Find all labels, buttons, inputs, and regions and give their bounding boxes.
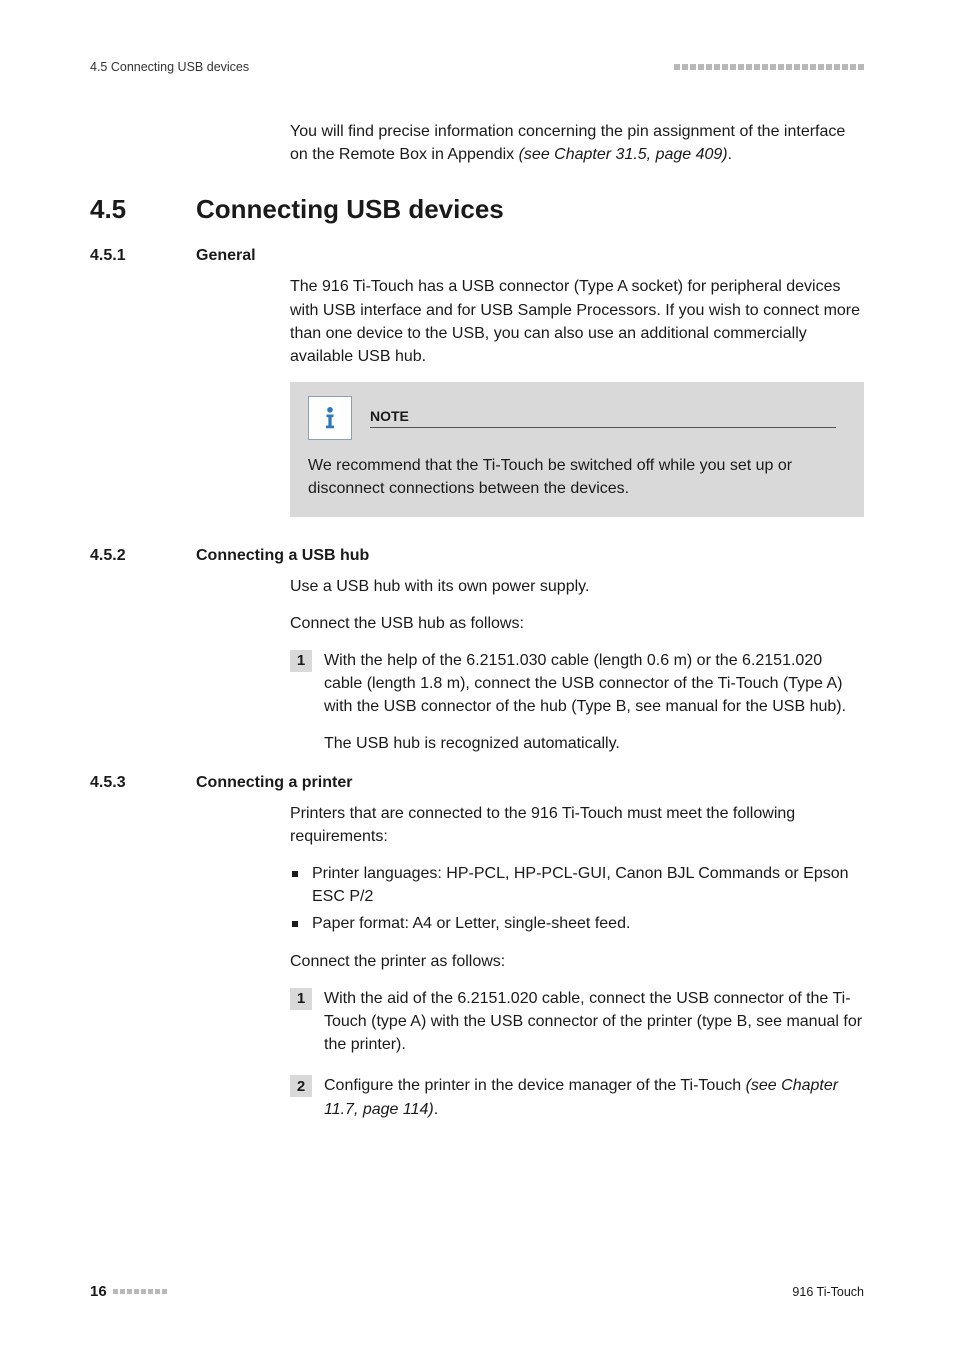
procedure-step: 1 With the aid of the 6.2151.020 cable, … (290, 987, 864, 1057)
paragraph: The 916 Ti-Touch has a USB connector (Ty… (290, 275, 864, 368)
heading-4-5-2: 4.5.2 Connecting a USB hub (90, 547, 864, 565)
note-callout: NOTE We recommend that the Ti-Touch be s… (290, 382, 864, 516)
paragraph: Connect the USB hub as follows: (290, 612, 864, 635)
list-item: Paper format: A4 or Letter, single-sheet… (290, 912, 864, 935)
step-number-badge: 1 (290, 988, 312, 1010)
heading-title: Connecting USB devices (196, 194, 504, 225)
note-body: We recommend that the Ti-Touch be switch… (308, 454, 846, 500)
heading-number: 4.5 (90, 194, 158, 225)
intro-terminator: . (728, 146, 732, 163)
heading-number: 4.5.3 (90, 774, 168, 792)
heading-title: Connecting a USB hub (196, 547, 369, 565)
step-text: With the aid of the 6.2151.020 cable, co… (324, 987, 864, 1057)
note-title-wrap: NOTE (370, 408, 846, 428)
section-4-5-1-body: The 916 Ti-Touch has a USB connector (Ty… (290, 275, 864, 516)
heading-4-5-1: 4.5.1 General (90, 247, 864, 265)
step-number-badge: 1 (290, 650, 312, 672)
section-4-5-2-body: Use a USB hub with its own power supply.… (290, 575, 864, 756)
step-text: Configure the printer in the device mana… (324, 1074, 864, 1120)
note-header: NOTE (308, 396, 846, 440)
heading-title: General (196, 247, 256, 265)
page-footer: 16 916 Ti-Touch (90, 1283, 864, 1300)
procedure-step: 2 Configure the printer in the device ma… (290, 1074, 864, 1120)
heading-4-5: 4.5 Connecting USB devices (90, 194, 864, 225)
header-dot-strip (674, 64, 864, 70)
footer-left: 16 (90, 1283, 167, 1300)
running-header: 4.5 Connecting USB devices (90, 60, 864, 74)
document-page: 4.5 Connecting USB devices You will find… (0, 0, 954, 1350)
info-icon (308, 396, 352, 440)
step-text-run: Configure the printer in the device mana… (324, 1077, 746, 1094)
paragraph: Use a USB hub with its own power supply. (290, 575, 864, 598)
heading-number: 4.5.2 (90, 547, 168, 565)
footer-product-name: 916 Ti-Touch (792, 1285, 864, 1299)
step-paragraph: With the help of the 6.2151.030 cable (l… (324, 649, 864, 719)
step-paragraph: The USB hub is recognized automatically. (324, 732, 864, 755)
footer-dot-strip (113, 1289, 167, 1294)
intro-cross-reference: (see Chapter 31.5, page 409) (519, 146, 728, 163)
step-number-badge: 2 (290, 1075, 312, 1097)
intro-paragraph: You will find precise information concer… (290, 120, 864, 166)
section-4-5-3-body: Printers that are connected to the 916 T… (290, 802, 864, 1121)
step-paragraph: Configure the printer in the device mana… (324, 1074, 864, 1120)
list-item: Printer languages: HP-PCL, HP-PCL-GUI, C… (290, 862, 864, 908)
paragraph: Connect the printer as follows: (290, 950, 864, 973)
step-terminator: . (434, 1101, 438, 1118)
heading-4-5-3: 4.5.3 Connecting a printer (90, 774, 864, 792)
requirements-list: Printer languages: HP-PCL, HP-PCL-GUI, C… (290, 862, 864, 936)
page-number: 16 (90, 1283, 107, 1300)
header-section-ref: 4.5 Connecting USB devices (90, 60, 249, 74)
procedure-step: 1 With the help of the 6.2151.030 cable … (290, 649, 864, 756)
step-text: With the help of the 6.2151.030 cable (l… (324, 649, 864, 756)
note-title: NOTE (370, 408, 836, 428)
step-paragraph: With the aid of the 6.2151.020 cable, co… (324, 987, 864, 1057)
paragraph: Printers that are connected to the 916 T… (290, 802, 864, 848)
heading-title: Connecting a printer (196, 774, 352, 792)
heading-number: 4.5.1 (90, 247, 168, 265)
